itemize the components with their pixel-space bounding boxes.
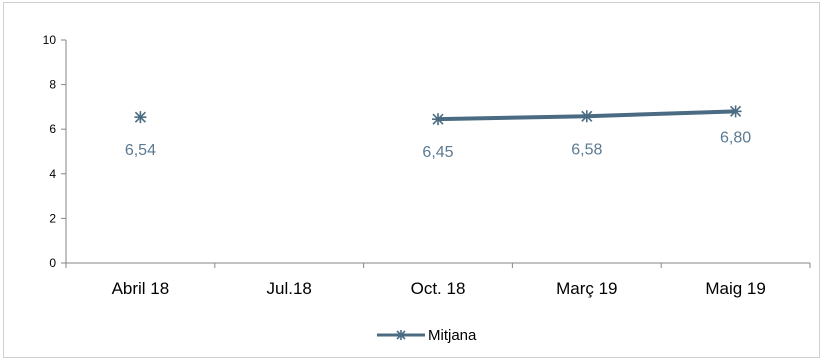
data-label: 6,58: [571, 141, 602, 158]
x-tick-label: Març 19: [556, 279, 617, 298]
x-tick-label: Jul.18: [267, 279, 312, 298]
legend-swatch-marker: [396, 330, 406, 340]
y-tick-label: 10: [43, 33, 57, 47]
x-tick-label: Maig 19: [705, 279, 765, 298]
data-point-marker: [134, 111, 147, 124]
chart-frame: [3, 2, 820, 358]
y-tick-label: 6: [49, 122, 56, 136]
y-tick-label: 4: [49, 167, 56, 181]
series-line-segment: [584, 109, 738, 119]
data-point-marker: [580, 110, 593, 123]
legend-label: Mitjana: [428, 327, 477, 344]
data-label: 6,54: [125, 142, 156, 159]
data-label: 6,80: [720, 129, 751, 146]
data-point-marker: [729, 105, 742, 118]
x-tick-label: Abril 18: [112, 279, 170, 298]
y-tick-label: 8: [49, 78, 56, 92]
data-label: 6,45: [422, 144, 453, 161]
data-point-marker: [432, 113, 444, 126]
series-line-segment: [436, 114, 589, 122]
x-tick-label: Oct. 18: [411, 279, 466, 298]
y-tick-label: 0: [49, 256, 56, 270]
y-tick-label: 2: [49, 211, 56, 225]
